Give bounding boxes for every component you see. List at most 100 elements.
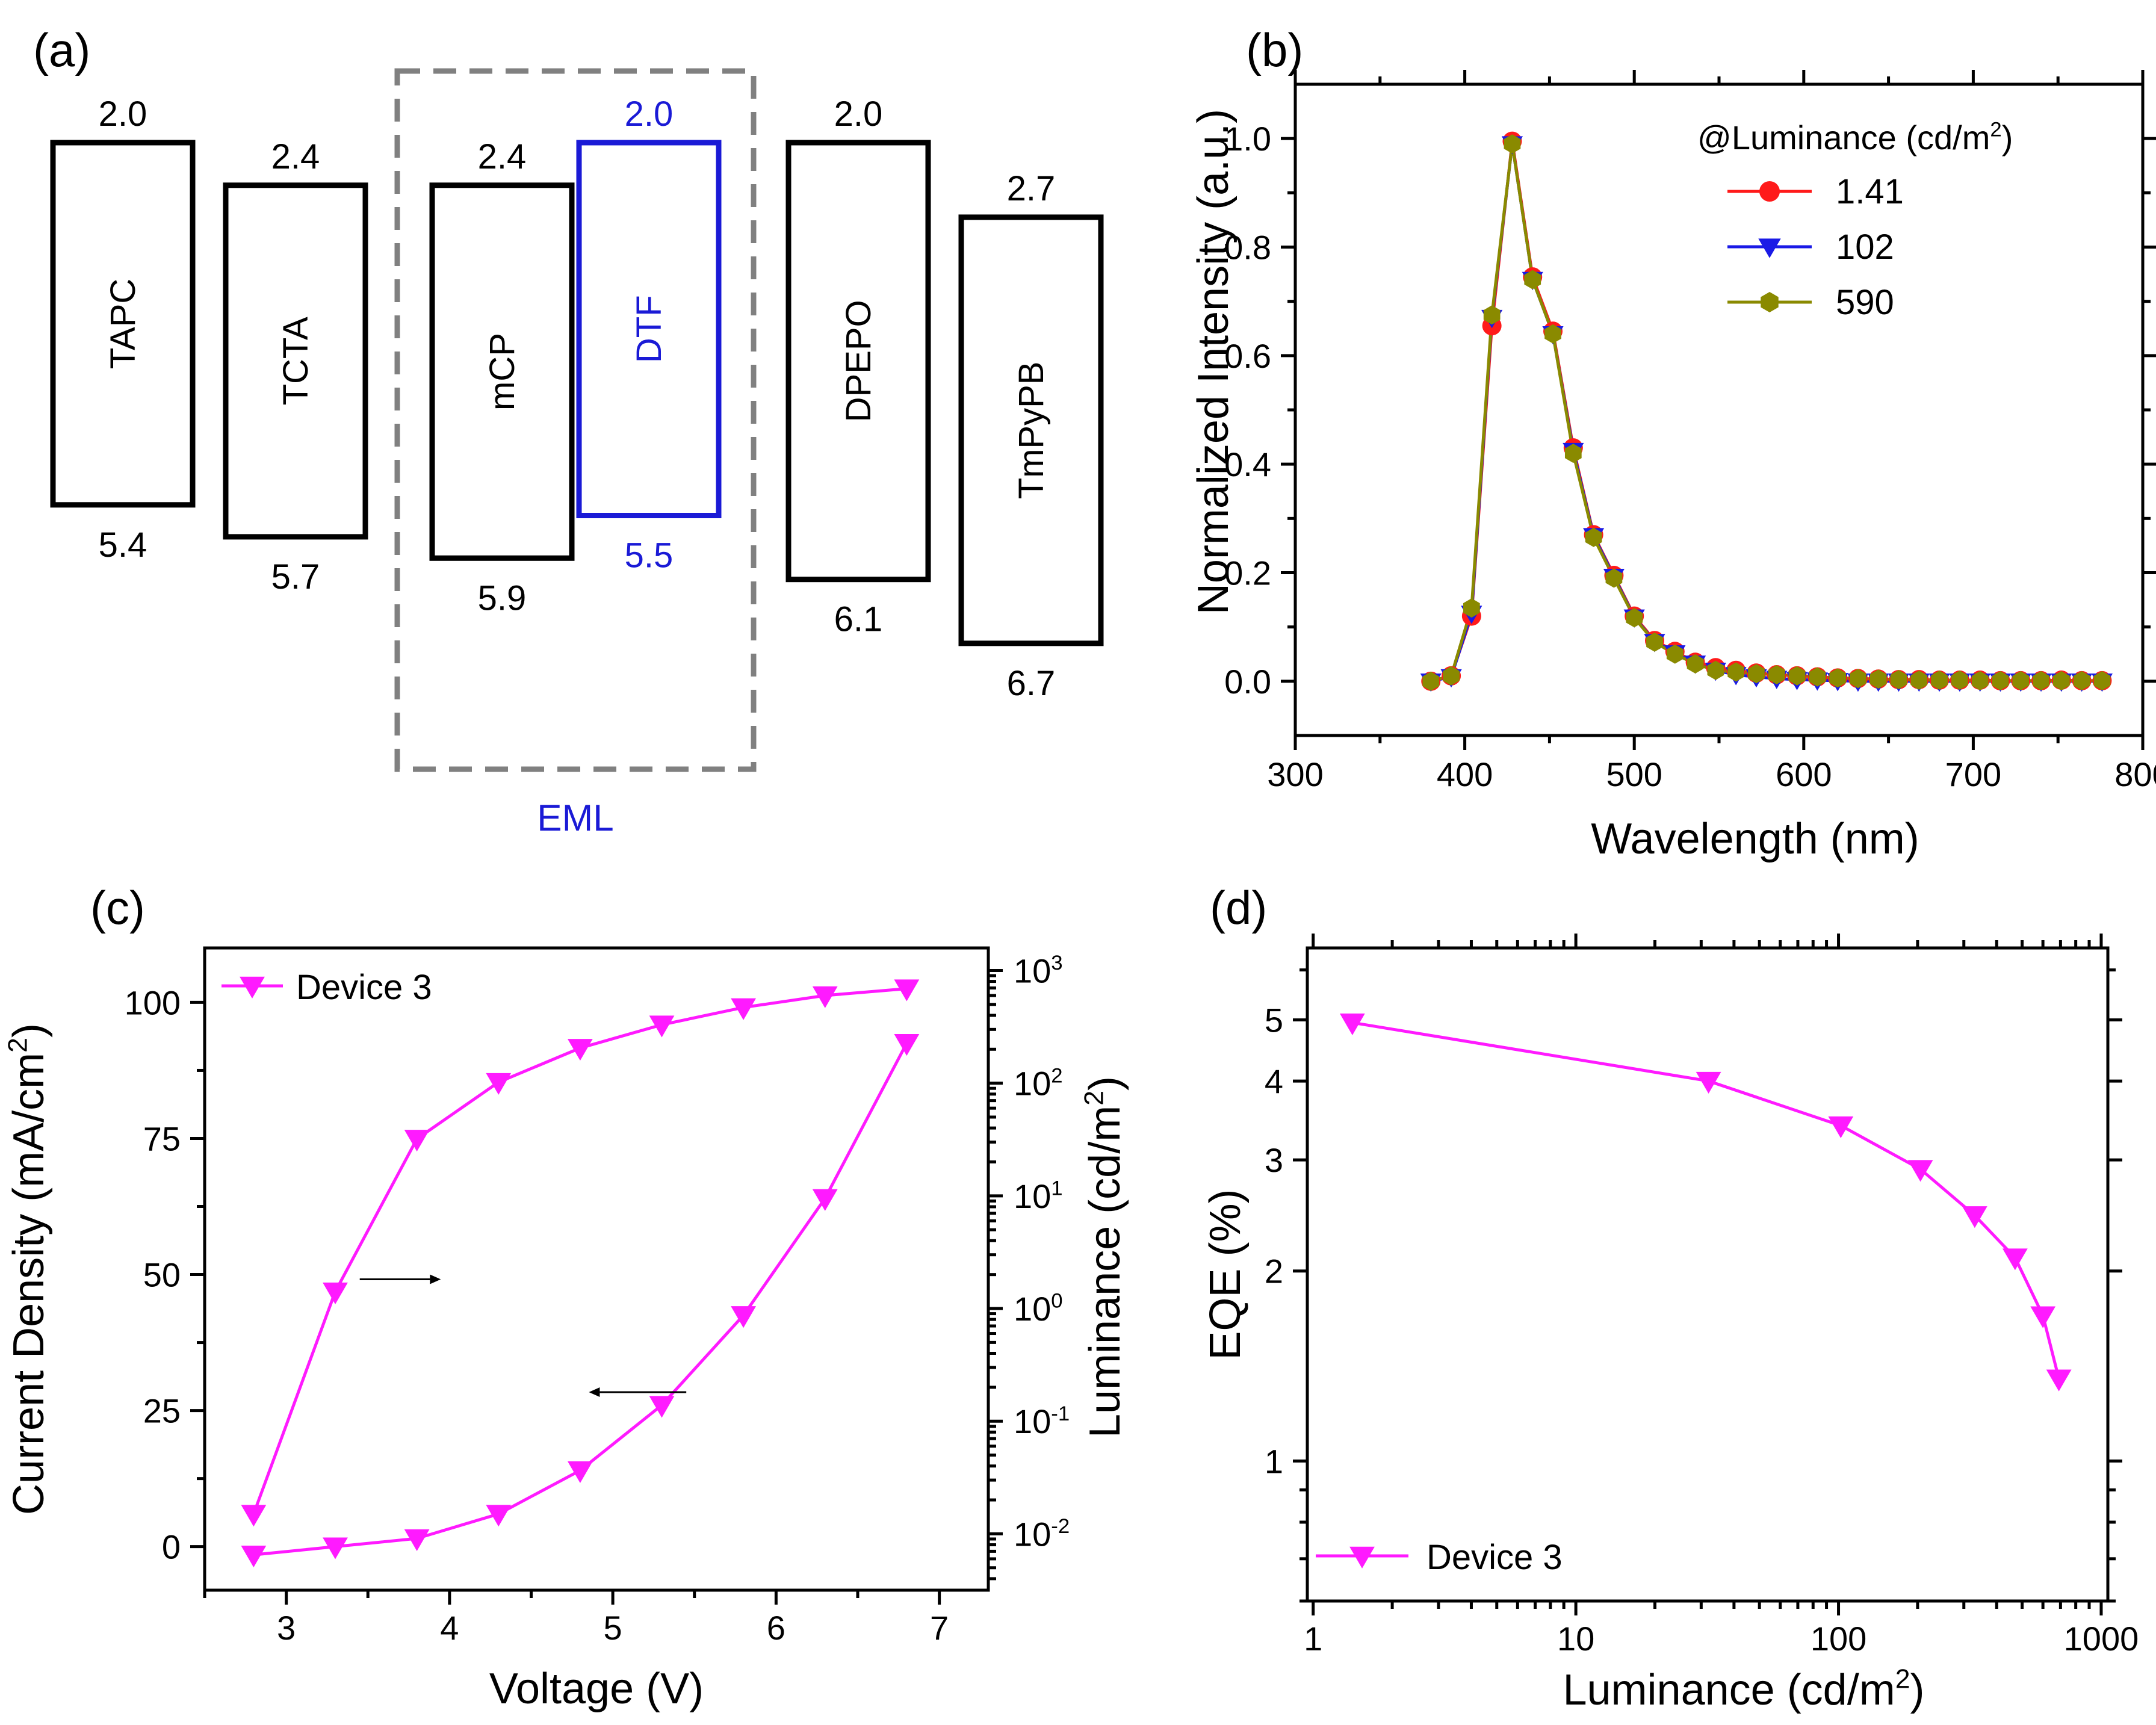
- luminance-line: [252, 987, 907, 1515]
- layer-name-TmPyPB: TmPyPB: [1012, 361, 1051, 499]
- legend-label-1.41: 1.41: [1836, 172, 1904, 211]
- x-tick-label: 300: [1267, 755, 1323, 793]
- series-point-590: [1890, 670, 1907, 690]
- luminance-point: [486, 1073, 512, 1095]
- x-tick-label: 5: [604, 1609, 622, 1647]
- series-point-590: [1992, 670, 2009, 690]
- y-tick-label: 1: [1265, 1442, 1283, 1480]
- y2-tick-label: 10-2: [1014, 1515, 1070, 1553]
- y-axis-label: Current Density (mA/cm2): [4, 1023, 53, 1515]
- current-density-point: [323, 1537, 348, 1559]
- series-point-590: [1463, 598, 1480, 618]
- y2-tick-label: 101: [1014, 1177, 1063, 1215]
- current-density-point: [894, 1034, 920, 1056]
- layer-box-DTF: [576, 140, 722, 518]
- x-axis-label: Voltage (V): [489, 1665, 704, 1713]
- series-point-590: [1687, 654, 1704, 674]
- y-tick-label: 0.0: [1224, 663, 1271, 701]
- series-point-590: [1850, 669, 1866, 689]
- luminance-point: [894, 979, 920, 1002]
- luminance-point: [731, 998, 757, 1020]
- legend-label: Device 3: [1426, 1538, 1563, 1577]
- luminance-point: [812, 986, 838, 1008]
- plot-b-frame: [1293, 82, 2145, 737]
- series-point-590: [1788, 666, 1806, 686]
- series-point-590: [1727, 662, 1745, 682]
- y-tick-label: 25: [143, 1392, 181, 1430]
- layer-name-TCTA: TCTA: [276, 317, 315, 405]
- series-point-590: [1748, 664, 1765, 684]
- series-point-590: [1768, 665, 1785, 685]
- luminance-point: [567, 1039, 593, 1061]
- legend-title: @Luminance (cd/m2): [1697, 119, 2013, 156]
- luminance-point: [649, 1015, 675, 1038]
- current-density-point: [486, 1505, 512, 1527]
- x-tick-label: 3: [277, 1609, 296, 1647]
- x-tick-label: 4: [440, 1609, 459, 1647]
- luminance-point: [404, 1130, 430, 1152]
- series-point-590: [1869, 669, 1887, 689]
- series-point-590: [1443, 666, 1460, 686]
- layer-name-TAPC: TAPC: [104, 279, 143, 369]
- layer-box-mCP: [429, 182, 575, 561]
- series-point-590: [1646, 632, 1663, 652]
- eqe-point: [2030, 1306, 2056, 1328]
- series-point-590: [2012, 670, 2030, 690]
- y2-tick-label: 103: [1014, 952, 1063, 989]
- lumo-label-TAPC: 2.0: [99, 94, 147, 134]
- y-tick-label: 5: [1265, 1001, 1283, 1039]
- series-line-590: [1430, 143, 2102, 683]
- series-point-590: [1829, 668, 1846, 688]
- y-tick-label: 0.2: [1224, 554, 1271, 592]
- series-point-590: [1422, 671, 1440, 691]
- series-point-590: [1504, 134, 1521, 154]
- series-point-590: [1626, 608, 1643, 628]
- series-point-590: [1707, 660, 1724, 680]
- series-line-1.41: [1430, 141, 2102, 683]
- series-point-590: [1524, 270, 1541, 290]
- legend-marker: [1349, 1546, 1375, 1569]
- homo-label-DPEPO: 6.1: [834, 600, 883, 639]
- series-point-590: [1809, 667, 1826, 687]
- eqe-point: [1828, 1116, 1854, 1138]
- homo-label-mCP: 5.9: [478, 578, 527, 618]
- layer-name-DPEPO: DPEPO: [839, 300, 878, 422]
- layer-box-TmPyPB: [958, 214, 1104, 646]
- series-point-590: [1971, 670, 1989, 690]
- plot-c-frame: [203, 946, 990, 1592]
- homo-label-TAPC: 5.4: [99, 525, 147, 565]
- panel-a-energy-diagram: (a) EML 2.05.4TAPC2.45.7TCTA2.45.9mCP2.0…: [33, 23, 1104, 839]
- series-point-590: [1605, 568, 1623, 588]
- x-tick-label: 6: [767, 1609, 785, 1647]
- panel-b-el-spectra: (b) 300 400 500 600 700 800 0.0 0.2 0.4 0.6 0.8 1.0…: [1189, 23, 2156, 863]
- series-point-590: [1666, 644, 1684, 664]
- y-tick-label: 2: [1265, 1253, 1283, 1290]
- series-point-590: [1564, 444, 1582, 463]
- eqe-point: [2046, 1369, 2072, 1392]
- x-tick-label: 600: [1776, 755, 1832, 793]
- layer-name-mCP: mCP: [483, 333, 522, 410]
- eqe-point: [1696, 1071, 1721, 1094]
- current-density-point: [241, 1546, 267, 1568]
- plot-d-frame: [1306, 946, 2110, 1603]
- legend-marker: [240, 976, 265, 999]
- y-axis-label: Normalized Intensity (a.u.): [1189, 109, 1238, 615]
- panel-a-label: (a): [33, 23, 90, 76]
- panel-b-label: (b): [1246, 23, 1303, 76]
- series-point-590: [1910, 670, 1928, 690]
- eqe-point: [1962, 1206, 1987, 1228]
- x-tick-label: 10: [1557, 1620, 1594, 1658]
- y-tick-label: 0.4: [1224, 445, 1271, 483]
- eqe-point: [1339, 1013, 1365, 1035]
- y2-tick-label: 102: [1014, 1064, 1063, 1102]
- legend-marker-590: [1761, 292, 1779, 312]
- x-tick-label: 7: [930, 1609, 949, 1647]
- homo-label-TmPyPB: 6.7: [1007, 664, 1056, 703]
- series-point-590: [1483, 305, 1501, 325]
- y-tick-label: 50: [143, 1256, 181, 1294]
- legend-label-102: 102: [1836, 228, 1894, 267]
- current-density-point: [649, 1396, 675, 1418]
- homo-label-TCTA: 5.7: [271, 557, 320, 596]
- y-tick-label: 1.0: [1224, 120, 1271, 158]
